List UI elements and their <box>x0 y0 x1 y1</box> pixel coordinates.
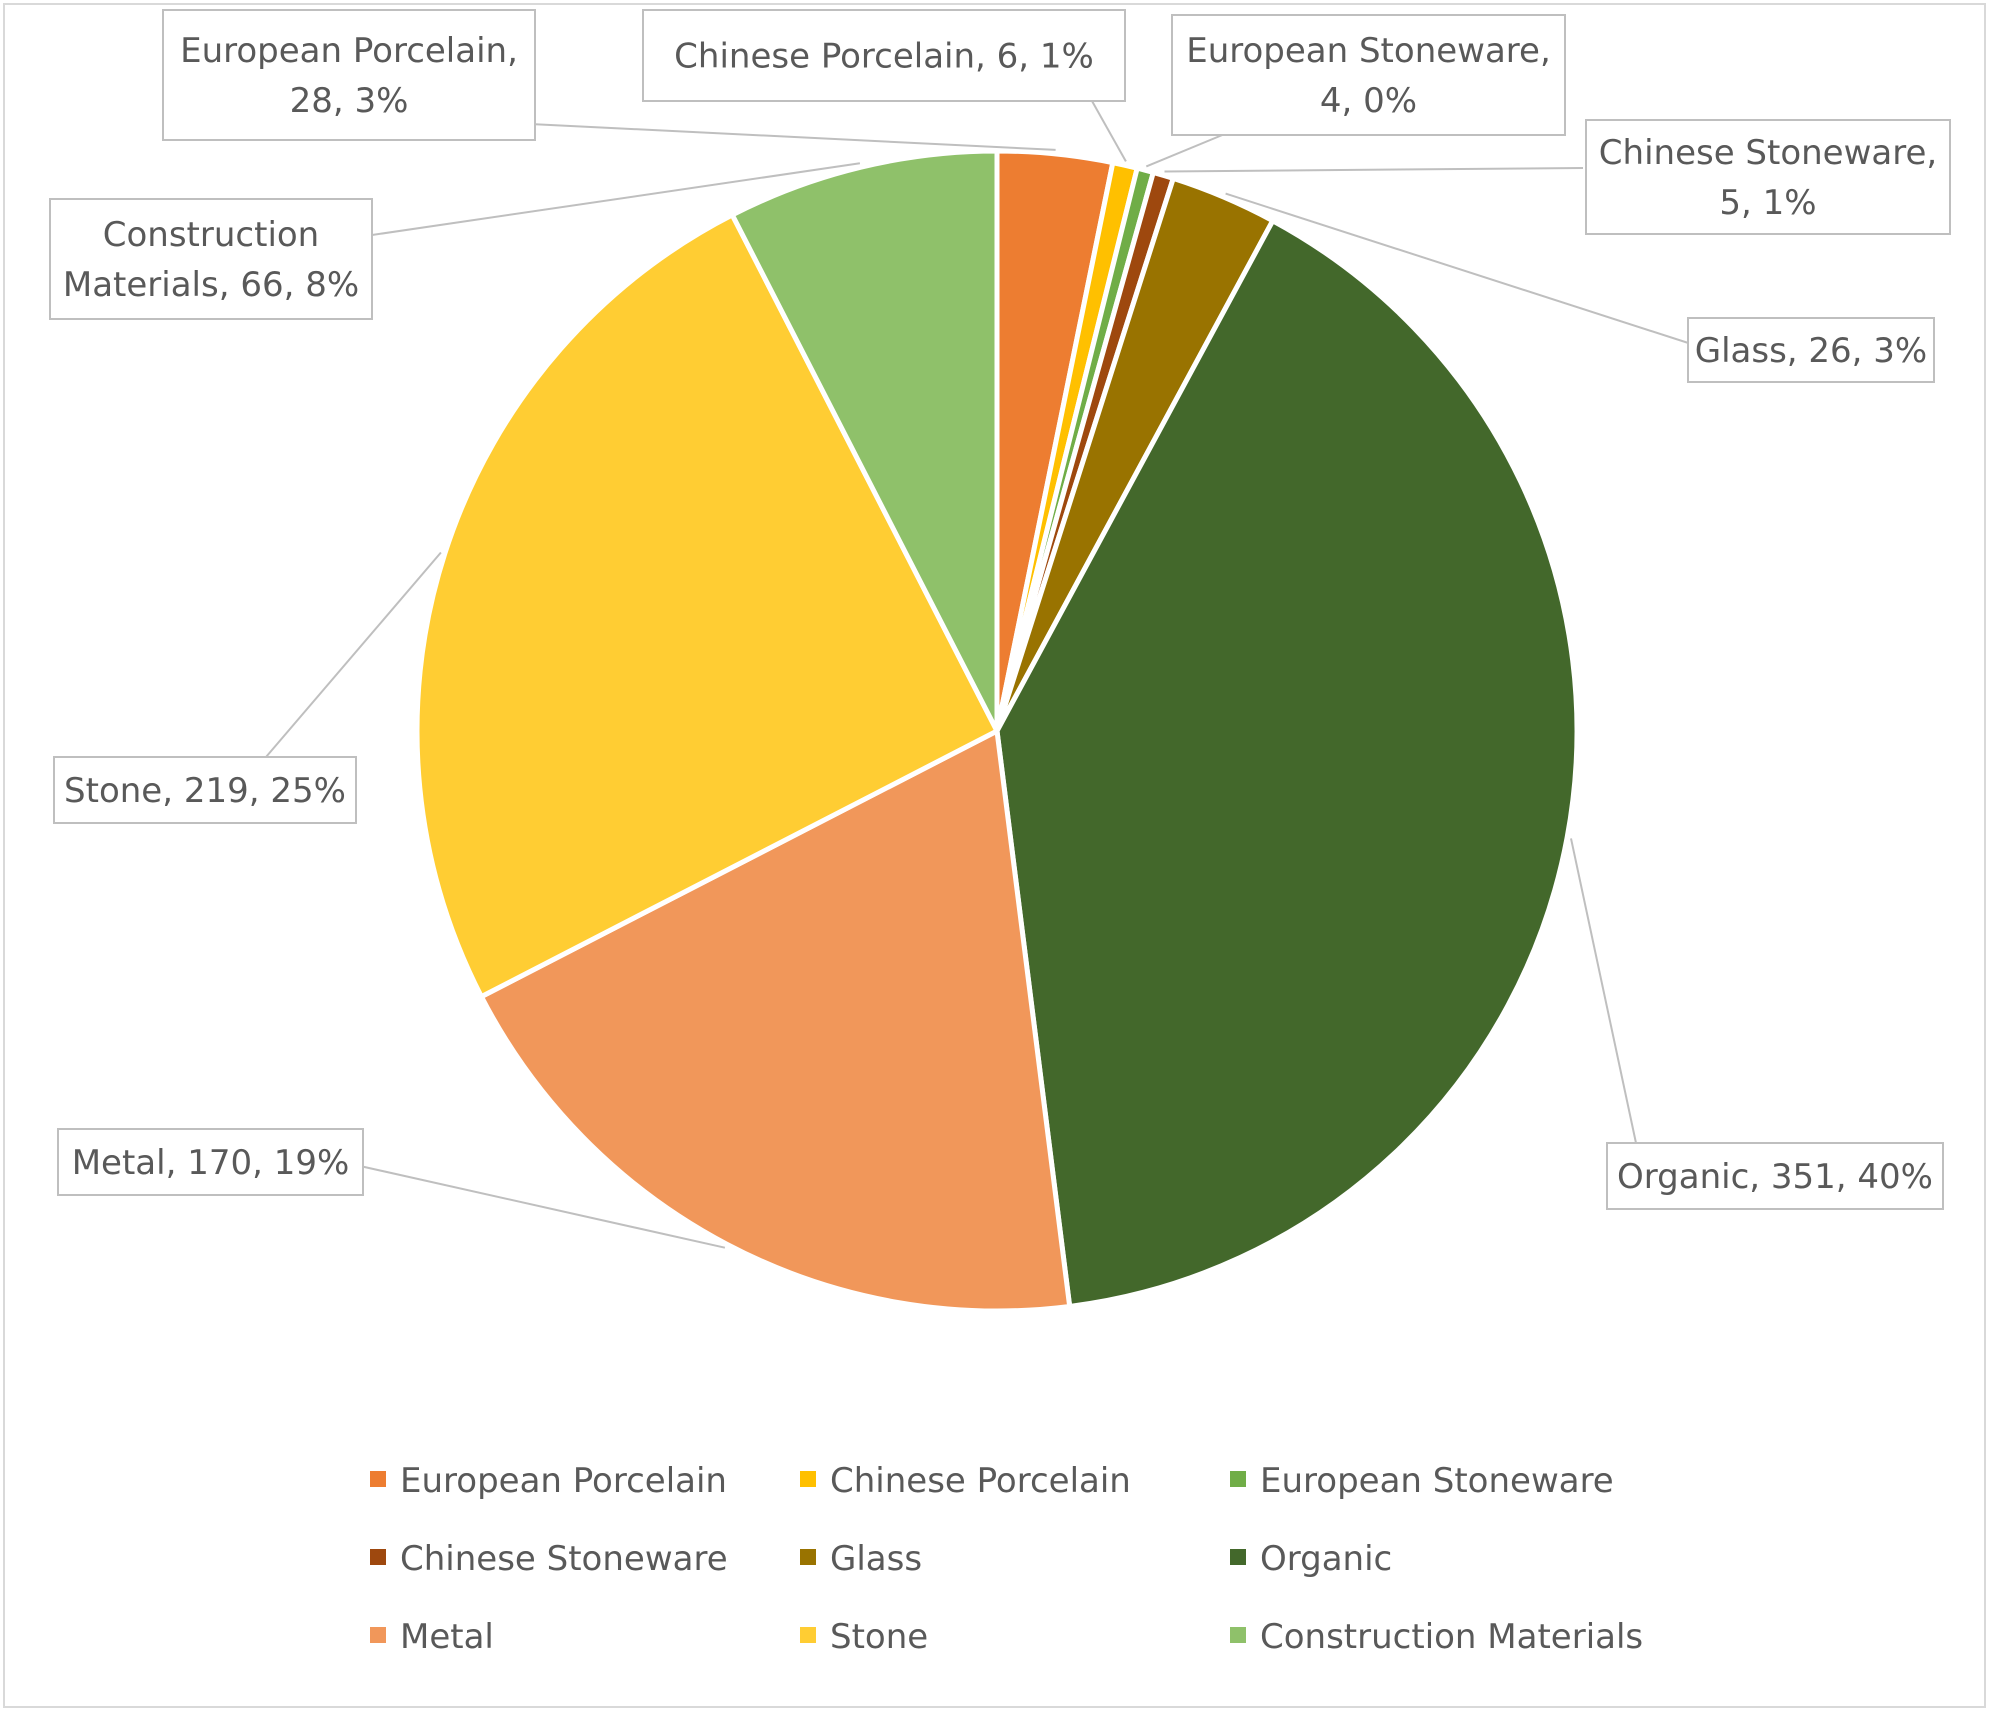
data-label-chinese-stoneware: Chinese Stoneware, <box>1599 133 1937 173</box>
legend-swatch <box>370 1549 386 1565</box>
leader-line-stone <box>265 551 442 758</box>
legend-swatch <box>1230 1549 1246 1565</box>
leader-line-construction-materials <box>371 162 861 236</box>
label-box-chinese-stoneware <box>1585 119 1951 235</box>
label-box-stone <box>53 756 357 824</box>
legend-swatch <box>1230 1627 1246 1643</box>
leader-line-organic <box>1570 838 1637 1144</box>
legend-item-stone: Stone <box>800 1617 928 1657</box>
legend-label: European Porcelain <box>400 1461 727 1501</box>
legend-label: Stone <box>830 1617 928 1657</box>
legend-item-chinese-porcelain: Chinese Porcelain <box>800 1461 1131 1501</box>
label-box-european-stoneware <box>1171 14 1566 136</box>
data-label-european-porcelain: European Porcelain, <box>180 31 518 71</box>
data-label-glass: Glass, 26, 3% <box>1695 331 1928 371</box>
leader-line-metal <box>359 1165 726 1249</box>
legend-swatch <box>800 1627 816 1643</box>
legend-swatch <box>800 1471 816 1487</box>
legend-swatch <box>370 1627 386 1643</box>
legend-item-organic: Organic <box>1230 1539 1392 1579</box>
leader-line-glass <box>1225 192 1711 351</box>
leader-line-european-stoneware <box>1145 130 1233 168</box>
leader-lines <box>265 100 1711 1249</box>
legend-item-glass: Glass <box>800 1539 922 1579</box>
slice-construction-materials <box>729 148 1000 734</box>
legend-item-construction-materials: Construction Materials <box>1230 1617 1643 1657</box>
legend-label: Glass <box>830 1539 922 1579</box>
legend-swatch <box>800 1549 816 1565</box>
data-label-chinese-stoneware: 5, 1% <box>1719 183 1816 223</box>
data-label-european-stoneware: 4, 0% <box>1320 81 1417 121</box>
legend-swatch <box>370 1471 386 1487</box>
data-label-european-stoneware: European Stoneware, <box>1186 31 1551 71</box>
legend-item-chinese-stoneware: Chinese Stoneware <box>370 1539 728 1579</box>
legend-label: European Stoneware <box>1260 1461 1614 1501</box>
legend-label: Chinese Stoneware <box>400 1539 728 1579</box>
pie-slices <box>414 148 1580 1314</box>
label-box-chinese-porcelain <box>642 9 1126 102</box>
slice-metal <box>478 728 1073 1314</box>
legend-item-european-porcelain: European Porcelain <box>370 1461 727 1501</box>
legend-label: Construction Materials <box>1260 1617 1643 1657</box>
data-labels: European Porcelain, 28, 3% Chinese Porcela… <box>49 9 1951 1210</box>
label-box-glass <box>1687 317 1935 383</box>
slice-stone <box>414 212 1000 1000</box>
label-box-european-porcelain <box>162 9 536 141</box>
legend: European Porcelain Chinese Porcelain Europ… <box>370 1461 1643 1657</box>
leader-line-chinese-stoneware <box>1164 167 1584 173</box>
data-label-stone: Stone, 219, 25% <box>64 771 346 811</box>
slice-organic <box>994 218 1580 1309</box>
legend-label: Organic <box>1260 1539 1392 1579</box>
leader-line-european-porcelain <box>529 123 1056 151</box>
data-label-european-porcelain: 28, 3% <box>290 81 409 121</box>
legend-item-metal: Metal <box>370 1617 494 1657</box>
label-box-organic <box>1606 1142 1944 1210</box>
data-label-chinese-porcelain: Chinese Porcelain, 6, 1% <box>674 37 1094 77</box>
legend-label: Metal <box>400 1617 494 1657</box>
label-box-construction-materials <box>49 198 373 320</box>
data-label-organic: Organic, 351, 40% <box>1617 1157 1933 1197</box>
data-label-construction-materials: Construction <box>103 215 319 255</box>
legend-label: Chinese Porcelain <box>830 1461 1131 1501</box>
data-label-construction-materials: Materials, 66, 8% <box>63 265 359 305</box>
data-label-metal: Metal, 170, 19% <box>72 1143 350 1183</box>
label-box-metal <box>57 1128 364 1196</box>
legend-swatch <box>1230 1471 1246 1487</box>
legend-item-european-stoneware: European Stoneware <box>1230 1461 1614 1501</box>
leader-line-chinese-porcelain <box>1091 100 1127 162</box>
